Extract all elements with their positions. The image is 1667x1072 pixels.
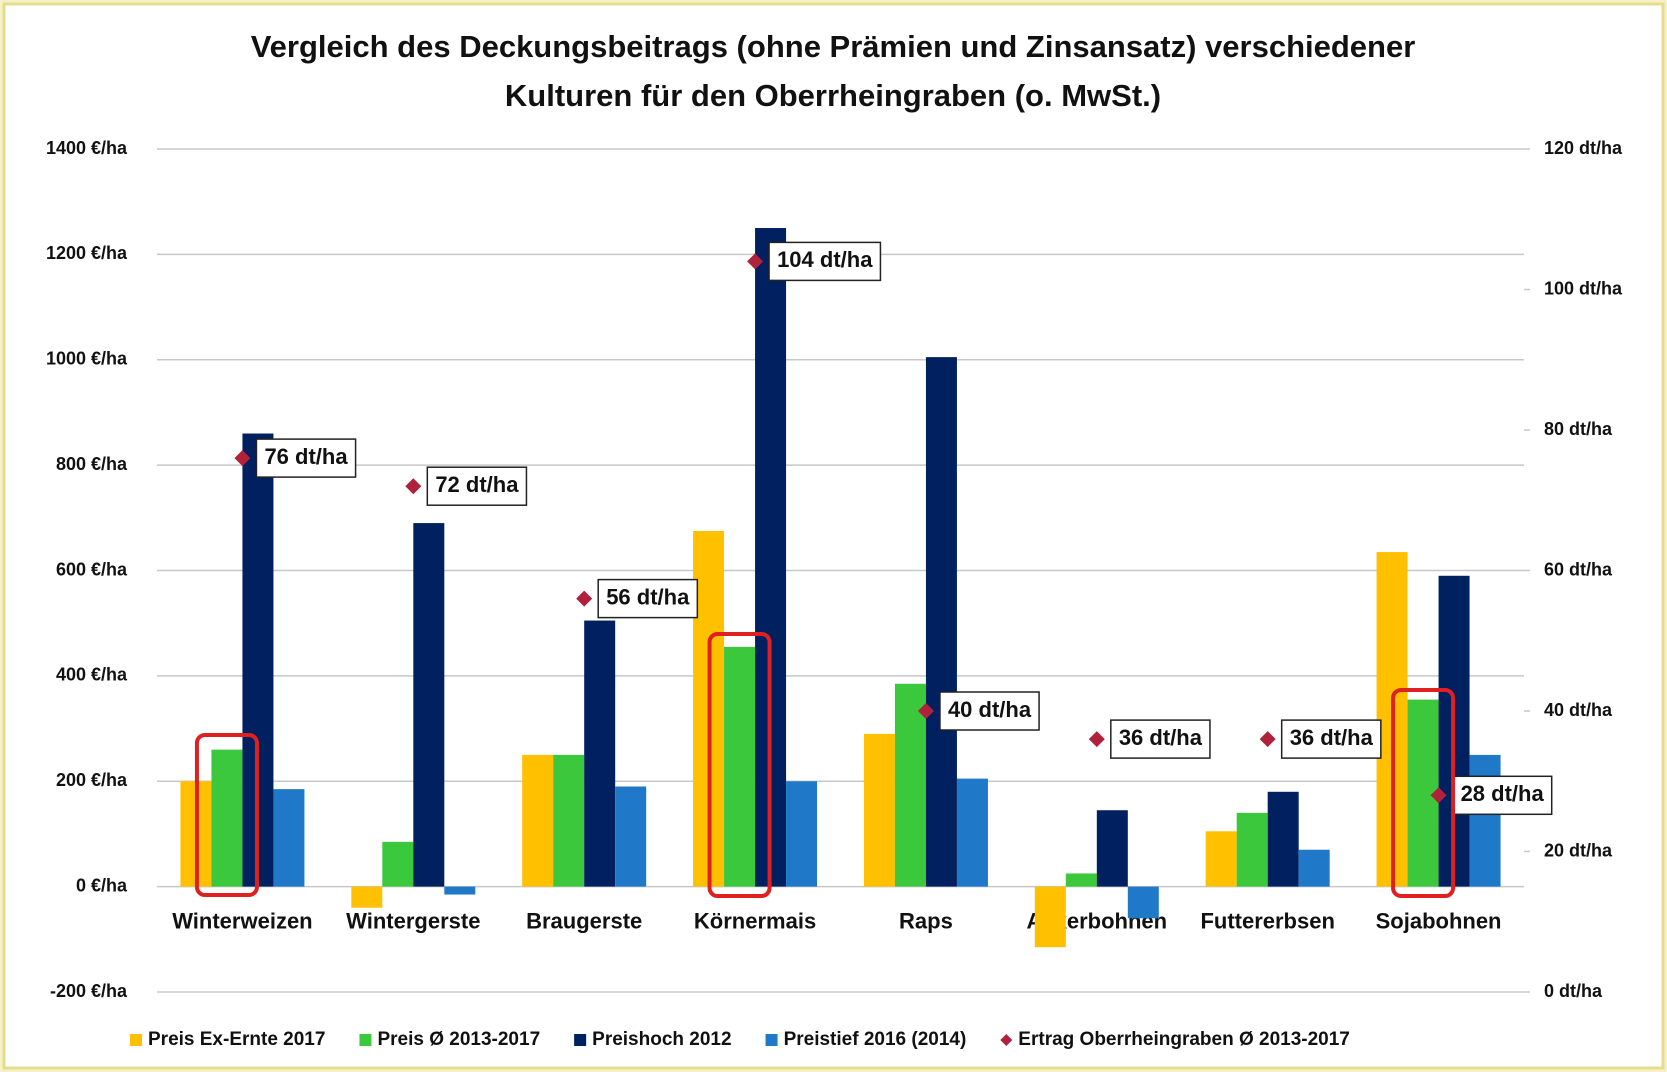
value-label-box [1280,719,1382,759]
marker [747,253,764,270]
y2-tick-label: 20 dt/ha [1544,840,1613,860]
value-label-box [768,241,882,282]
y-tick-label: 400 €/ha [56,665,128,685]
bar [382,841,414,887]
marker [1430,787,1447,804]
legend-label: Ertrag Oberrheingraben Ø 2013-2017 [1018,1029,1350,1050]
x-tick-label: Wintergerste [346,908,480,933]
marker [1259,731,1276,748]
bar [956,778,988,887]
y-tick-label: 1400 €/ha [46,138,128,158]
y-tick-label: 800 €/ha [56,454,128,474]
legend-label: Preis Ex-Ernte 2017 [148,1029,325,1050]
value-label: 36 dt/ha [1119,725,1203,750]
y2-tick-label: 60 dt/ha [1544,559,1613,579]
marker [917,703,934,719]
y-tick-label: 600 €/ha [56,559,128,579]
bar [553,754,585,887]
bar [1298,849,1330,887]
value-label-box [939,691,1040,731]
x-tick-label: Futtererbsen [1200,908,1334,933]
legend-swatch [130,1034,142,1046]
chart-title: Vergleich des Deckungsbeitrags (ohne Prä… [251,29,1416,64]
bar [863,733,895,887]
bar [1205,831,1237,887]
x-tick-label: Raps [899,908,953,933]
x-tick-label: Körnermais [694,908,816,933]
value-label: 104 dt/ha [777,247,873,272]
y-tick-label: 1200 €/ha [46,243,128,263]
legend-swatch [359,1034,372,1046]
y-tick-label: -200 €/ha [50,981,128,1001]
y-tick-label: 0 €/ha [76,875,128,895]
bar [584,620,616,887]
marker [576,590,593,607]
x-tick-label: Winterweizen [172,908,312,933]
value-label-box [426,466,528,506]
legend-swatch [765,1034,778,1046]
bar [522,754,554,887]
legend-marker [1000,1034,1013,1046]
legend-label: Preis Ø 2013-2017 [377,1029,540,1050]
bar [894,683,926,887]
highlight-frame [1391,688,1456,898]
bar [273,789,305,887]
bar [351,886,383,908]
y2-tick-label: 120 dt/ha [1544,138,1623,158]
value-label-box [255,438,357,478]
bar [1469,754,1501,887]
value-label-box [597,578,699,619]
y2-tick-label: 0 dt/ha [1544,981,1603,1001]
bar [615,786,647,887]
value-label: 76 dt/ha [264,444,348,469]
value-label: 72 dt/ha [435,472,519,497]
marker [1088,731,1105,748]
bar [925,357,957,887]
x-tick-label: Braugerste [526,908,642,933]
bar [1236,812,1268,887]
bar [724,646,756,887]
bar [444,886,476,895]
value-label: 40 dt/ha [948,697,1032,722]
y2-tick-label: 40 dt/ha [1544,700,1613,720]
y2-tick-label: 100 dt/ha [1544,278,1623,298]
y-tick-label: 1000 €/ha [46,349,128,369]
chart-title: Kulturen für den Oberrheingraben (o. MwS… [505,78,1161,113]
x-tick-label: Sojabohnen [1376,908,1502,933]
value-label-box [1110,719,1211,759]
bar [1127,886,1159,919]
bar [211,749,243,887]
legend-swatch [574,1034,587,1046]
bar [413,523,445,887]
marker [234,450,251,467]
value-label: 36 dt/ha [1290,725,1374,750]
y-tick-label: 200 €/ha [56,770,128,790]
bar [1065,873,1097,887]
legend-label: Preishoch 2012 [592,1029,731,1050]
legend-label: Preistief 2016 (2014) [784,1029,967,1050]
bar [786,781,818,887]
bar [1267,791,1299,887]
bar [1034,886,1066,948]
highlight-frame [194,733,259,897]
value-label-box [1451,775,1553,816]
y2-tick-label: 80 dt/ha [1544,419,1613,439]
value-label: 28 dt/ha [1461,781,1545,806]
marker [405,478,422,495]
value-label: 56 dt/ha [606,584,690,609]
highlight-frame [707,632,772,898]
bar [1096,810,1128,887]
